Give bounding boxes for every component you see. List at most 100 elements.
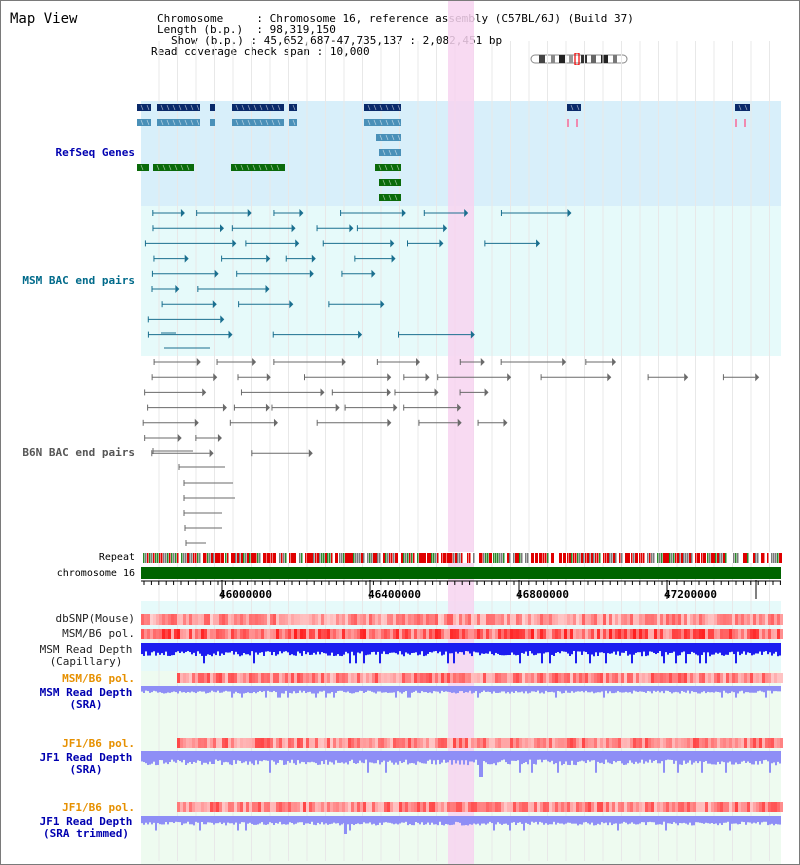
- depth-bar: [439, 643, 441, 652]
- depth-bar: [233, 816, 235, 825]
- repeat-mark: [435, 553, 437, 563]
- depth-bar: [761, 686, 763, 692]
- heat-cell: [180, 614, 183, 625]
- heat-cell: [375, 614, 378, 625]
- refseq-gene: [735, 104, 750, 111]
- depth-bar: [423, 686, 425, 693]
- depth-bar: [701, 643, 703, 655]
- repeat-mark: [513, 553, 515, 563]
- repeat-mark: [197, 553, 199, 563]
- heat-cell: [207, 614, 210, 625]
- repeat-mark: [149, 553, 151, 563]
- depth-bar: [281, 816, 283, 825]
- depth-bar: [223, 686, 225, 692]
- chromosome-key: Chromosome: [157, 12, 224, 25]
- heat-cell: [297, 629, 300, 639]
- heat-cell: [774, 673, 777, 683]
- depth-bar: [291, 751, 293, 760]
- depth-bar: [455, 816, 457, 822]
- repeat-mark: [349, 553, 352, 563]
- refseq-gene: [137, 164, 149, 171]
- depth-bar: [235, 751, 237, 764]
- heat-cell: [237, 614, 240, 625]
- heat-cell: [399, 629, 402, 639]
- heat-cell: [543, 629, 546, 639]
- heat-cell: [498, 629, 501, 639]
- heat-cell: [291, 802, 294, 812]
- heat-cell: [609, 629, 612, 639]
- heat-cell: [411, 614, 414, 625]
- depth-bar: [711, 686, 713, 693]
- heat-cell: [483, 614, 486, 625]
- depth-bar: [539, 751, 541, 760]
- heat-cell: [636, 738, 639, 748]
- heat-cell: [234, 738, 237, 748]
- depth-bar: [449, 643, 451, 654]
- repeat-mark: [211, 553, 214, 563]
- depth-bar: [585, 816, 587, 822]
- heat-cell: [618, 614, 621, 625]
- heat-cell: [564, 673, 567, 683]
- gene-chevron: [140, 119, 144, 126]
- heat-cell: [765, 738, 768, 748]
- gene-chevron: [253, 119, 257, 126]
- depth-bar: [257, 751, 259, 765]
- depth-bar: [195, 816, 197, 822]
- depth-bar: [163, 751, 165, 764]
- depth-bar: [245, 751, 247, 762]
- heat-cell: [429, 673, 432, 683]
- depth-bar: [181, 643, 183, 652]
- heat-cell: [468, 673, 471, 683]
- depth-bar: [435, 686, 437, 692]
- heat-cell: [387, 673, 390, 683]
- heat-cell: [234, 614, 237, 625]
- depth-bar: [501, 643, 503, 656]
- depth-bar: [457, 816, 459, 823]
- depth-bar: [153, 816, 155, 823]
- heat-cell: [762, 673, 765, 683]
- depth-bar: [151, 751, 153, 764]
- heat-cell: [663, 738, 666, 748]
- jf1-depth-trim-line1: JF1 Read Depth: [39, 815, 133, 828]
- depth-bar: [491, 686, 493, 694]
- repeat-mark: [443, 553, 446, 563]
- heat-cell: [273, 629, 276, 639]
- depth-bar: [661, 686, 663, 692]
- repeat-mark: [493, 553, 495, 563]
- depth-bar: [163, 816, 165, 825]
- depth-bar: [579, 643, 581, 652]
- gene-chevron: [576, 104, 580, 111]
- depth-bar: [311, 816, 313, 822]
- heat-cell: [297, 614, 300, 625]
- heat-cell: [255, 614, 258, 625]
- depth-bar: [373, 816, 375, 824]
- heat-cell: [444, 673, 447, 683]
- heat-cell: [300, 738, 303, 748]
- depth-bar: [771, 751, 773, 764]
- repeat-mark: [721, 553, 723, 563]
- depth-bar: [441, 751, 443, 763]
- depth-bar: [565, 816, 567, 824]
- heat-cell: [366, 738, 369, 748]
- repeat-mark: [207, 553, 209, 563]
- heat-cell: [336, 629, 339, 639]
- depth-bar: [549, 751, 551, 763]
- depth-bar: [181, 686, 183, 693]
- depth-bar: [209, 643, 211, 655]
- depth-bar: [325, 686, 327, 698]
- depth-bar: [159, 816, 161, 825]
- heat-cell: [333, 629, 336, 639]
- gene-chevron: [240, 164, 244, 171]
- depth-bar: [373, 686, 375, 693]
- repeat-mark: [631, 553, 633, 563]
- depth-bar: [411, 816, 413, 826]
- depth-bar: [277, 643, 279, 655]
- depth-bar: [583, 751, 585, 762]
- heat-cell: [495, 673, 498, 683]
- axis-tick-label: 47200000: [664, 588, 717, 601]
- heat-cell: [696, 673, 699, 683]
- heat-cell: [384, 629, 387, 639]
- heat-cell: [687, 629, 690, 639]
- depth-bar: [149, 816, 151, 823]
